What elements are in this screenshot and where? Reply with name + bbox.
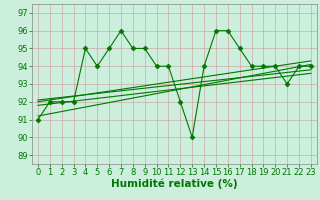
X-axis label: Humidité relative (%): Humidité relative (%) xyxy=(111,179,238,189)
